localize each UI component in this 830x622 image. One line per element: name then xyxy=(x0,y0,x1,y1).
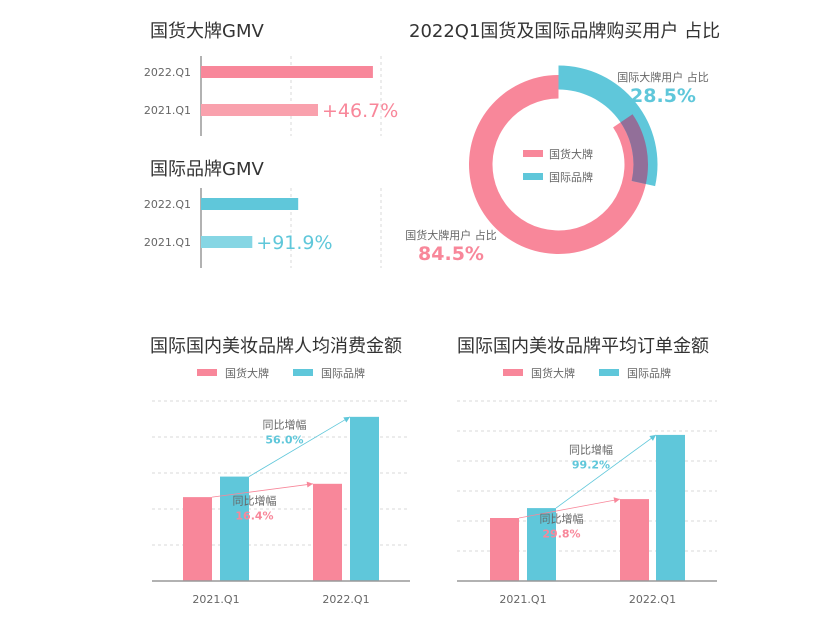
bar-2021.Q1 xyxy=(201,236,253,248)
bar-2021.Q1-国际品牌 xyxy=(527,508,556,581)
legend-swatch xyxy=(293,369,313,376)
legend-label: 国际品牌 xyxy=(627,366,671,380)
slice-label: 国货大牌用户 占比 xyxy=(405,228,497,242)
legend-label: 国货大牌 xyxy=(225,366,269,380)
tick-label: 2022.Q1 xyxy=(322,593,369,606)
growth-arrow xyxy=(518,498,621,519)
growth-arrow xyxy=(248,416,351,477)
growth-arrow xyxy=(555,434,657,509)
annotation-label: 同比增幅 xyxy=(569,443,613,457)
growth-arrow xyxy=(211,483,314,498)
annotation-label: 同比增幅 xyxy=(263,418,307,432)
tick-label: 2021.Q1 xyxy=(499,593,546,606)
slice-value: 28.5% xyxy=(630,85,696,107)
bar-2021.Q1 xyxy=(201,104,318,116)
chart-title-avg-spend: 国际国内美妆品牌人均消费金额 xyxy=(150,336,402,357)
growth-annotation: +46.7% xyxy=(322,100,398,122)
arrowhead xyxy=(306,481,313,488)
slice-label: 国际大牌用户 占比 xyxy=(617,70,709,84)
bar-2022.Q1-国际品牌 xyxy=(656,434,685,581)
bar-2021.Q1-国货大牌 xyxy=(490,518,519,581)
bar-2022.Q1-国际品牌 xyxy=(350,416,379,581)
chart-title-intl-gmv: 国际品牌GMV xyxy=(150,159,264,180)
bar-2022.Q1-国货大牌 xyxy=(313,483,342,581)
bar-2022.Q1-国货大牌 xyxy=(620,499,649,581)
tick-label: 2022.Q1 xyxy=(144,198,191,211)
legend-label: 国际品牌 xyxy=(321,366,365,380)
legend-swatch xyxy=(523,173,543,180)
legend-swatch xyxy=(503,369,523,376)
legend-swatch xyxy=(599,369,619,376)
legend-swatch xyxy=(523,150,543,157)
bar-2021.Q1-国货大牌 xyxy=(183,497,212,581)
annotation-value: 29.8% xyxy=(542,528,580,541)
annotation-value: 56.0% xyxy=(265,434,303,447)
chart-title-domestic-gmv: 国货大牌GMV xyxy=(150,21,264,42)
legend-label: 国货大牌 xyxy=(531,366,575,380)
tick-label: 2022.Q1 xyxy=(144,66,191,79)
tick-label: 2021.Q1 xyxy=(192,593,239,606)
growth-annotation: +91.9% xyxy=(256,232,332,254)
bar-2021.Q1-国际品牌 xyxy=(220,476,249,581)
tick-label: 2022.Q1 xyxy=(629,593,676,606)
bar-2022.Q1 xyxy=(201,198,299,210)
donut-overlap xyxy=(620,114,648,185)
chart-title-avg-order: 国际国内美妆品牌平均订单金额 xyxy=(457,336,709,357)
annotation-label: 同比增幅 xyxy=(540,512,584,526)
annotation-label: 同比增幅 xyxy=(233,493,277,507)
legend-swatch xyxy=(197,369,217,376)
chart-title-donut: 2022Q1国货及国际品牌购买用户 占比 xyxy=(409,21,721,42)
tick-label: 2021.Q1 xyxy=(144,104,191,117)
annotation-value: 16.4% xyxy=(235,509,273,522)
arrowhead xyxy=(343,416,350,423)
legend-label: 国际品牌 xyxy=(549,170,593,184)
slice-value: 84.5% xyxy=(418,243,484,265)
arrowhead xyxy=(649,434,656,441)
legend-label: 国货大牌 xyxy=(549,147,593,161)
tick-label: 2021.Q1 xyxy=(144,236,191,249)
arrowhead xyxy=(613,497,620,504)
bar-2022.Q1 xyxy=(201,66,373,78)
annotation-value: 99.2% xyxy=(572,459,610,472)
